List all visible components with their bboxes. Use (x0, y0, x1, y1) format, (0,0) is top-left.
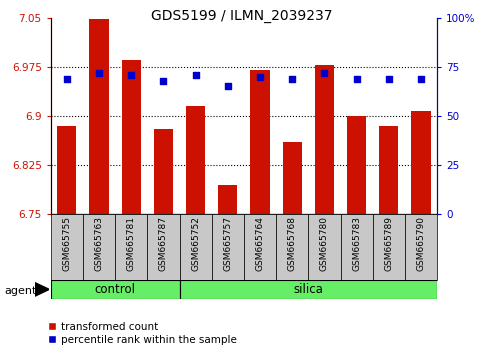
Legend: transformed count, percentile rank within the sample: transformed count, percentile rank withi… (44, 317, 241, 349)
Point (63, 76, 71, 81)
Bar (412, 111, 431, 214)
Bar (115, 214, 147, 216)
Bar (341, 214, 373, 216)
Text: GSM665764: GSM665764 (256, 216, 265, 271)
Bar (154, 129, 173, 214)
Bar (315, 65, 334, 214)
Text: GSM665781: GSM665781 (127, 216, 136, 271)
Text: GDS5199 / ILMN_2039237: GDS5199 / ILMN_2039237 (151, 9, 332, 23)
Bar (283, 142, 302, 214)
Text: silica: silica (293, 283, 323, 296)
Bar (51, 214, 83, 216)
Text: GSM665787: GSM665787 (159, 216, 168, 271)
Bar (83, 214, 115, 280)
Bar (373, 214, 405, 280)
Polygon shape (35, 282, 49, 296)
Bar (250, 70, 270, 214)
Bar (89, 19, 109, 214)
Bar (57, 126, 76, 214)
Bar (244, 214, 276, 216)
Bar (308, 214, 341, 216)
Bar (122, 60, 141, 214)
Text: GSM665780: GSM665780 (320, 216, 329, 271)
Text: GSM665768: GSM665768 (288, 216, 297, 271)
Point (353, 76, 360, 81)
Bar (180, 280, 437, 299)
Bar (276, 214, 308, 216)
Point (224, 84, 232, 89)
Bar (347, 116, 366, 214)
Text: GSM665763: GSM665763 (95, 216, 103, 271)
Bar (379, 126, 398, 214)
Point (288, 76, 296, 81)
Bar (115, 214, 147, 280)
Point (321, 70, 328, 75)
Point (192, 72, 199, 78)
Bar (83, 214, 115, 216)
Bar (212, 214, 244, 216)
Point (385, 76, 393, 81)
Bar (341, 214, 373, 280)
Bar (405, 214, 437, 216)
Text: GSM665789: GSM665789 (384, 216, 393, 271)
Text: agent: agent (5, 286, 37, 296)
Text: GSM665755: GSM665755 (62, 216, 71, 271)
Text: GSM665757: GSM665757 (223, 216, 232, 271)
Bar (405, 214, 437, 280)
Bar (147, 214, 180, 280)
Point (159, 78, 167, 84)
Bar (147, 214, 180, 216)
Point (128, 72, 135, 78)
Bar (51, 214, 83, 280)
Text: control: control (95, 283, 136, 296)
Bar (186, 106, 205, 214)
Bar (373, 214, 405, 216)
Text: GSM665790: GSM665790 (416, 216, 426, 271)
Bar (276, 214, 308, 280)
Point (95, 70, 103, 75)
Bar (308, 214, 341, 280)
Bar (180, 214, 212, 216)
Point (417, 76, 425, 81)
Bar (212, 214, 244, 280)
Bar (51, 280, 180, 299)
Bar (180, 214, 212, 280)
Bar (218, 185, 238, 214)
Text: GSM665783: GSM665783 (352, 216, 361, 271)
Point (256, 74, 264, 79)
Bar (244, 214, 276, 280)
Text: GSM665752: GSM665752 (191, 216, 200, 271)
